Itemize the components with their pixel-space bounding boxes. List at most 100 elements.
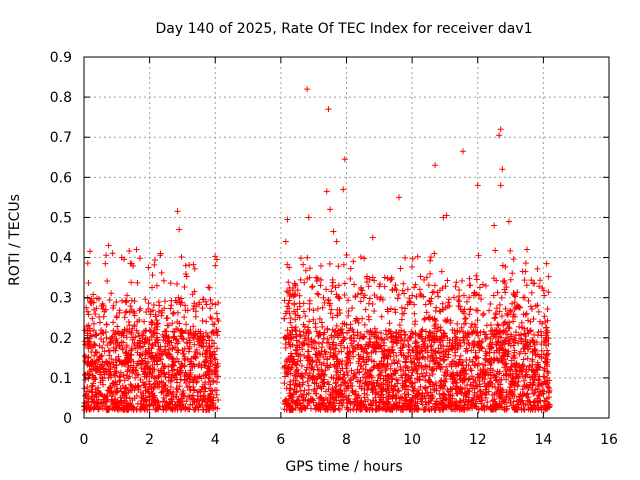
data-point	[423, 274, 430, 281]
data-point	[439, 395, 446, 402]
data-point	[108, 290, 115, 297]
data-point	[186, 343, 193, 350]
data-point	[521, 383, 528, 390]
data-point	[373, 406, 380, 413]
data-point	[85, 345, 92, 352]
data-point	[426, 406, 433, 413]
data-point	[326, 260, 333, 267]
data-point	[527, 318, 534, 325]
data-point	[517, 331, 524, 338]
data-point	[147, 328, 154, 335]
data-point	[376, 343, 383, 350]
data-point	[469, 385, 476, 392]
data-point	[419, 390, 426, 397]
data-point	[422, 301, 429, 308]
data-point	[143, 327, 150, 334]
data-point	[174, 318, 181, 325]
data-point	[212, 253, 219, 260]
data-point	[490, 292, 497, 299]
data-point	[510, 311, 517, 318]
data-point	[468, 367, 475, 374]
data-point	[409, 384, 416, 391]
data-point	[537, 398, 544, 405]
data-point	[526, 398, 533, 405]
data-point	[530, 280, 537, 287]
data-point	[420, 293, 427, 300]
data-point	[485, 383, 492, 390]
data-point	[123, 386, 130, 393]
data-point	[442, 317, 449, 324]
data-point	[511, 386, 518, 393]
data-point	[483, 369, 490, 376]
data-point	[380, 376, 387, 383]
data-point	[543, 332, 550, 339]
data-point	[534, 397, 541, 404]
data-point	[328, 288, 335, 295]
data-point	[190, 323, 197, 330]
data-point	[340, 186, 347, 193]
data-point	[357, 254, 364, 261]
data-point	[503, 360, 510, 367]
data-point	[404, 286, 411, 293]
data-point	[351, 281, 358, 288]
data-point	[414, 253, 421, 260]
data-point	[360, 354, 367, 361]
data-point	[391, 402, 398, 409]
data-point	[378, 385, 385, 392]
data-point	[371, 291, 378, 298]
data-point	[351, 390, 358, 397]
data-point	[434, 289, 441, 296]
data-point	[321, 371, 328, 378]
data-point	[205, 333, 212, 340]
data-point	[534, 302, 541, 309]
data-point	[449, 327, 456, 334]
data-point	[379, 348, 386, 355]
data-point	[427, 378, 434, 385]
data-point	[379, 336, 386, 343]
data-point	[411, 301, 418, 308]
data-point	[530, 390, 537, 397]
data-point	[373, 389, 380, 396]
data-point	[212, 404, 219, 411]
data-point	[311, 379, 318, 386]
data-point	[443, 404, 450, 411]
data-point	[291, 292, 298, 299]
data-point	[386, 320, 393, 327]
data-point	[126, 373, 133, 380]
data-point	[126, 247, 133, 254]
data-point	[368, 386, 375, 393]
data-point	[173, 325, 180, 332]
data-point	[482, 335, 489, 342]
data-point	[420, 353, 427, 360]
data-point	[283, 369, 290, 376]
data-point	[502, 337, 509, 344]
data-point	[323, 286, 330, 293]
data-point	[501, 406, 508, 413]
data-point	[420, 406, 427, 413]
data-point	[443, 376, 450, 383]
data-point	[154, 282, 160, 289]
data-point	[193, 379, 200, 386]
data-point	[294, 366, 301, 373]
data-point	[502, 399, 509, 406]
data-point	[423, 369, 430, 376]
data-point	[114, 381, 121, 388]
data-point	[328, 404, 335, 411]
data-point	[456, 356, 463, 363]
data-point	[514, 381, 521, 388]
data-point	[345, 308, 352, 315]
data-point	[151, 366, 158, 373]
data-point	[505, 218, 512, 225]
data-point	[466, 294, 473, 301]
data-point	[393, 340, 400, 347]
data-point	[282, 341, 289, 348]
y-tick-label: 0	[63, 411, 72, 427]
data-point	[352, 294, 359, 301]
data-point	[483, 383, 490, 390]
data-point	[96, 319, 103, 326]
data-point	[414, 344, 421, 351]
data-point	[192, 313, 199, 320]
data-point	[519, 392, 526, 399]
data-point	[429, 289, 436, 296]
data-point	[132, 374, 139, 381]
